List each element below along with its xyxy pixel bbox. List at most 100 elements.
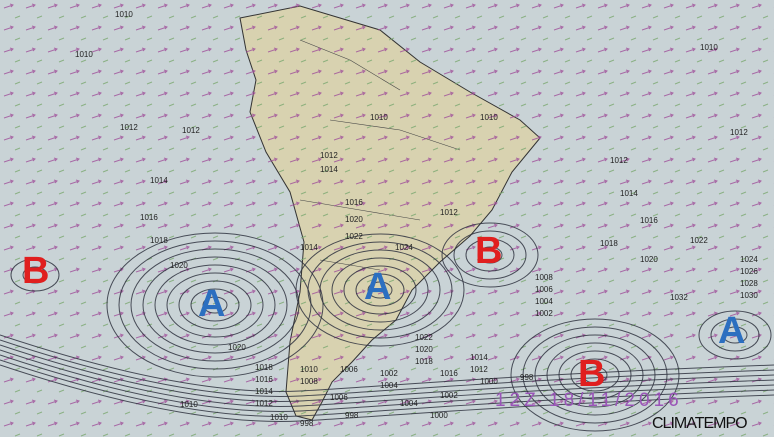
isobar-label: 1030 xyxy=(740,291,758,300)
isobar xyxy=(510,318,680,432)
isobars xyxy=(0,222,774,432)
isobar-label: 1032 xyxy=(670,293,688,302)
isobar xyxy=(319,249,441,331)
isobar xyxy=(355,273,405,307)
isobar-label: 1014 xyxy=(300,243,318,252)
isobar-label: 1022 xyxy=(415,333,433,342)
isobar xyxy=(0,349,774,407)
isobar-label: 998 xyxy=(520,373,534,382)
high-pressure-center: A xyxy=(364,266,392,308)
isobar-label: 1010 xyxy=(180,400,198,409)
isobar-label: 998 xyxy=(300,419,314,428)
isobar xyxy=(453,230,527,280)
isobar xyxy=(477,246,503,264)
isobar xyxy=(331,257,429,323)
isobar-label: 1024 xyxy=(740,255,758,264)
isobar xyxy=(295,233,465,347)
isobar-label: 1010 xyxy=(700,43,718,52)
isobar xyxy=(441,222,539,288)
isobar xyxy=(154,264,276,346)
isobar-label: 1016 xyxy=(440,369,458,378)
isobar xyxy=(178,280,252,330)
isobar-label: 1010 xyxy=(75,50,93,59)
isobar-label: 1018 xyxy=(415,357,433,366)
isobar xyxy=(0,339,774,397)
isobar-label: 1026 xyxy=(740,267,758,276)
isobar-label: 1020 xyxy=(228,343,246,352)
brand-logo: CLIMATEMPO xyxy=(652,415,748,432)
isobar-label: 1006 xyxy=(330,393,348,402)
timestamp: 12Z 18/11/2016 xyxy=(495,390,683,411)
isobar xyxy=(698,310,772,360)
isobar-label: 1020 xyxy=(345,215,363,224)
isobar-label: 1014 xyxy=(620,189,638,198)
isobar-label: 1004 xyxy=(400,399,418,408)
isobar-label: 1012 xyxy=(255,399,273,408)
isobar xyxy=(22,266,48,284)
high-pressure-center: A xyxy=(718,310,746,352)
isobar-label: 1016 xyxy=(140,213,158,222)
isobar-label: 1028 xyxy=(740,279,758,288)
isobar-label: 1002 xyxy=(380,369,398,378)
isobar-label: 1004 xyxy=(535,297,553,306)
isobar-label: 1010 xyxy=(115,10,133,19)
isobar-label: 1000 xyxy=(480,377,498,386)
low-pressure-center: B xyxy=(475,230,503,272)
isobar-label: 1004 xyxy=(380,381,398,390)
isobar-label: 1020 xyxy=(170,261,188,270)
isobar xyxy=(367,281,393,299)
isobar xyxy=(722,326,748,344)
isobar-label: 1010 xyxy=(300,365,318,374)
isobar-label: 1016 xyxy=(345,198,363,207)
isobar xyxy=(710,318,760,352)
isobar xyxy=(202,296,228,314)
isobar xyxy=(570,358,620,392)
low-pressure-center: B xyxy=(22,250,50,292)
isobar-label: 1010 xyxy=(270,413,288,422)
isobar-label: 1018 xyxy=(600,239,618,248)
isobar xyxy=(10,258,60,292)
high-pressure-center: A xyxy=(198,283,226,325)
isobar xyxy=(343,265,417,315)
isobar xyxy=(106,232,324,378)
isobar-label: 1018 xyxy=(150,236,168,245)
isobar xyxy=(0,359,774,417)
isobar-label: 1008 xyxy=(535,273,553,282)
isobar xyxy=(0,344,774,402)
isobar-label: 1018 xyxy=(255,363,273,372)
isobar-label: 1020 xyxy=(415,345,433,354)
isobar-label: 1014 xyxy=(470,353,488,362)
isobar-label: 1012 xyxy=(440,208,458,217)
isobar-label: 1016 xyxy=(640,216,658,225)
isobar-label: 1006 xyxy=(535,285,553,294)
isobar-label: 1022 xyxy=(690,236,708,245)
isobar-label: 1012 xyxy=(470,365,488,374)
isobar-label: 1014 xyxy=(150,176,168,185)
isobar xyxy=(0,354,774,412)
isobar xyxy=(190,288,240,322)
isobar-label: 1014 xyxy=(255,387,273,396)
isobar-label: 1000 xyxy=(430,411,448,420)
isobar-label: 1002 xyxy=(535,309,553,318)
isobar-label: 1022 xyxy=(345,232,363,241)
isobar-label: 1012 xyxy=(120,123,138,132)
isobar-label: 1012 xyxy=(182,126,200,135)
isobar-label: 1010 xyxy=(480,113,498,122)
isobar xyxy=(142,256,288,354)
isobar xyxy=(166,272,264,338)
isobar-label: 1008 xyxy=(300,377,318,386)
isobar xyxy=(0,364,774,422)
isobar-label: 1024 xyxy=(395,243,413,252)
isobar xyxy=(522,326,668,424)
isobar-label: 1002 xyxy=(440,391,458,400)
isobar-label: 1006 xyxy=(340,365,358,374)
isobar-label: 1012 xyxy=(730,128,748,137)
isobar-label: 1012 xyxy=(610,156,628,165)
isobar-label: 1014 xyxy=(320,165,338,174)
isobar-label: 1012 xyxy=(320,151,338,160)
low-pressure-center: B xyxy=(578,353,606,395)
isobar-label: 1020 xyxy=(640,255,658,264)
